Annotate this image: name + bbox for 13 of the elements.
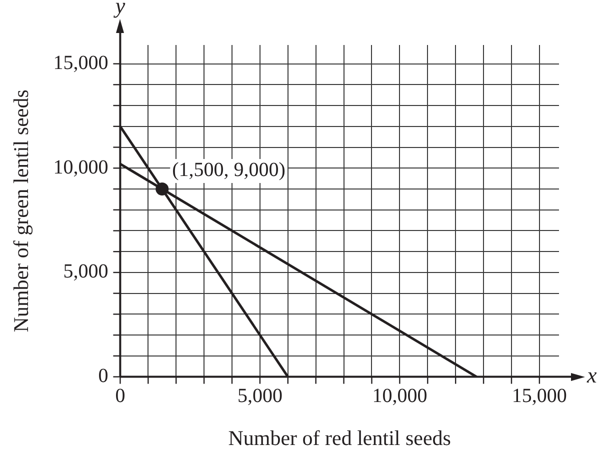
text: x [586,362,597,388]
x-tick-label: 5,000 [237,385,282,408]
annotation: (1,500, 9,000) [172,159,286,182]
y-tick-label: 10,000 [53,156,108,178]
x-axis-title: Number of red lentil seeds [228,426,451,450]
y-tick-label: 0 [98,365,108,388]
y-axis-title: Number of green lentil seeds [9,90,34,332]
x-tick-label: 0 [115,385,126,408]
text: y [113,0,126,18]
y-tick-label: 5,000 [63,260,108,283]
x-tick-label: 10,000 [372,385,428,408]
x-tick-label: 15,000 [512,385,567,408]
y-tick-label: 15,000 [53,52,108,74]
